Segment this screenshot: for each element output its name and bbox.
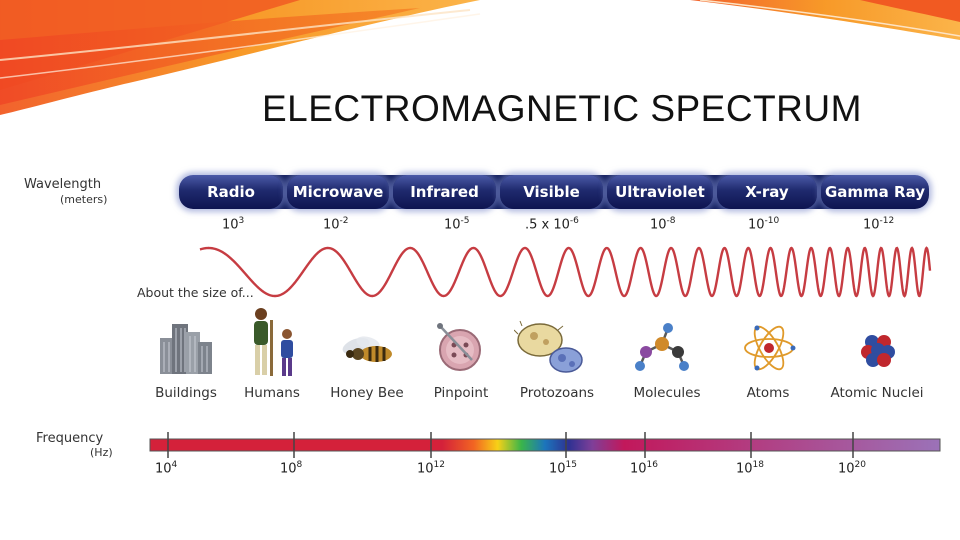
object-label-buildings: Buildings [155, 385, 217, 401]
humans-icon [254, 308, 293, 376]
frequency-tick-label: 1018 [736, 460, 764, 477]
frequency-tick-label: 1012 [417, 460, 445, 477]
protozoans-icon [514, 320, 583, 373]
wavelength-unit: (meters) [60, 193, 108, 206]
frequency-bar [149, 432, 941, 458]
wavelength-value-microwave: 10-2 [323, 216, 349, 233]
wavelength-value-infrared: 10-5 [444, 216, 470, 233]
object-label-atoms: Atoms [746, 385, 790, 401]
object-label-atomic-nuclei: Atomic Nuclei [830, 385, 924, 401]
slide-title: ELECTROMAGNETIC SPECTRUM [262, 88, 862, 129]
buildings-icon [160, 324, 212, 374]
wave-graphic [199, 246, 932, 298]
object-label-honey-bee: Honey Bee [330, 385, 404, 401]
wave-line [199, 246, 932, 298]
frequency-tick-label: 108 [280, 460, 303, 477]
frequency-tick-label: 1015 [549, 460, 577, 477]
pinpoint-icon [437, 323, 481, 371]
molecules-icon [635, 323, 689, 371]
band-ultraviolet: Ultraviolet [607, 175, 713, 209]
wavelength-value-radio: 103 [222, 216, 245, 233]
wavelength-value-gamma-ray: 10-12 [863, 216, 895, 233]
wavelength-value-x-ray: 10-10 [748, 216, 780, 233]
wavelength-label: Wavelength [24, 177, 102, 192]
atomic-nuclei-icon [861, 335, 895, 367]
frequency-tick-label: 1020 [838, 460, 866, 477]
object-label-pinpoint: Pinpoint [433, 385, 489, 401]
band-radio: Radio [179, 175, 283, 209]
band-infrared: Infrared [393, 175, 496, 209]
wavelength-value-visible: .5 x 10-6 [525, 216, 579, 233]
object-label-molecules: Molecules [633, 385, 701, 401]
atoms-icon [744, 325, 796, 371]
object-label-protozoans: Protozoans [519, 385, 595, 401]
band-microwave: Microwave [287, 175, 389, 209]
frequency-label: Frequency [36, 431, 104, 446]
frequency-unit: (Hz) [90, 446, 113, 459]
object-label-humans: Humans [244, 385, 300, 401]
honey-bee-icon [342, 336, 392, 362]
band-x-ray: X-ray [717, 175, 817, 209]
top-banner-swoosh [0, 0, 960, 115]
size-label: About the size of... [137, 285, 254, 300]
wavelength-value-ultraviolet: 10-8 [650, 216, 676, 233]
frequency-tick-label: 104 [155, 460, 178, 477]
frequency-tick-label: 1016 [630, 460, 658, 477]
band-gamma-ray: Gamma Ray [821, 175, 929, 209]
band-visible: Visible [500, 175, 603, 209]
